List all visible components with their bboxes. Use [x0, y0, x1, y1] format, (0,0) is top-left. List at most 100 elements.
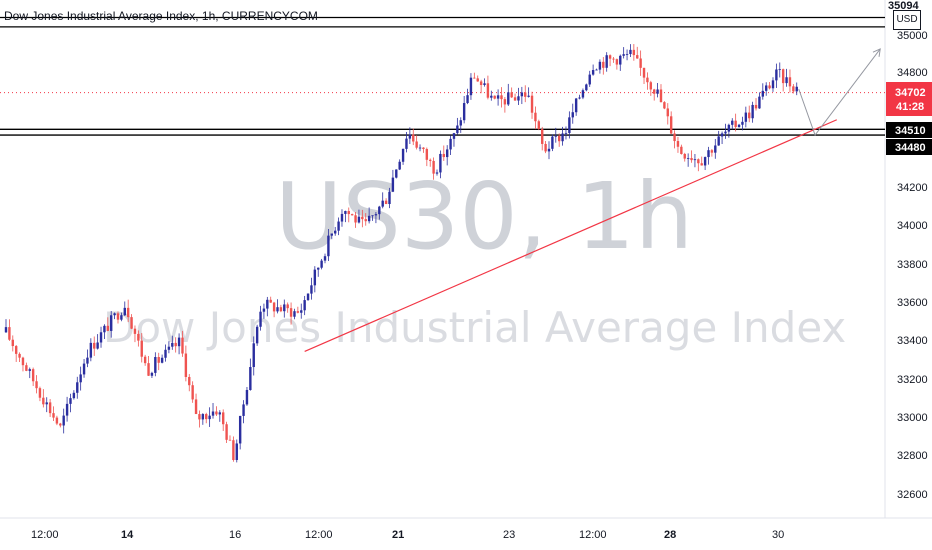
- candle-body-129: [442, 153, 445, 158]
- candle-body-140: [479, 81, 483, 85]
- candle-body-82: [283, 304, 286, 312]
- candle-body-218: [744, 112, 748, 122]
- candle-body-42: [147, 363, 150, 376]
- candle-body-13: [48, 402, 52, 414]
- candle-body-68: [235, 443, 238, 460]
- candle-body-209: [714, 145, 717, 153]
- candle-body-79: [272, 302, 276, 312]
- candle-body-49: [171, 342, 174, 347]
- candle-body-90: [310, 285, 313, 294]
- top-price-label: 35094: [888, 0, 919, 12]
- candle-body-69: [238, 415, 242, 444]
- horizontal-levels[interactable]: [0, 16, 885, 136]
- time-tick-1200-b: 12:00: [305, 529, 333, 541]
- candle-body-144: [493, 95, 496, 99]
- candle-body-162: [554, 135, 557, 137]
- candle-body-143: [490, 95, 493, 98]
- candle-body-106: [364, 219, 367, 222]
- candle-body-119: [408, 134, 412, 139]
- candle-body-135: [462, 103, 466, 121]
- candle-body-36: [126, 307, 130, 318]
- projection-path[interactable]: [798, 48, 881, 137]
- candle-body-43: [150, 372, 154, 376]
- candle-body-180: [615, 59, 619, 65]
- candle-body-67: [232, 440, 235, 460]
- level-upper-value: 34510: [895, 125, 926, 137]
- level-upper-badge: [886, 122, 932, 138]
- candle-body-149: [510, 92, 513, 98]
- trendline[interactable]: [304, 119, 838, 353]
- candle-body-57: [198, 414, 201, 420]
- candle-body-109: [374, 214, 378, 216]
- last-price-badge: [886, 82, 932, 116]
- candle-body-185: [632, 49, 636, 56]
- candle-body-195: [666, 108, 669, 117]
- candle-body-175: [598, 61, 602, 70]
- time-axis[interactable]: 12:00 14 16 12:00 21 23 12:00 28 30: [31, 529, 784, 541]
- candle-body-30: [106, 325, 110, 331]
- candle-body-197: [673, 133, 676, 142]
- price-tick-32800: 32800: [897, 450, 928, 462]
- candle-body-122: [418, 147, 422, 149]
- price-tick-34800: 34800: [897, 67, 928, 79]
- symbol-title[interactable]: Dow Jones Industrial Average Index, 1h, …: [4, 9, 318, 23]
- candle-body-221: [754, 104, 758, 109]
- candle-body-117: [401, 148, 405, 162]
- candles: [4, 44, 798, 463]
- candle-body-88: [303, 300, 306, 311]
- candle-body-216: [737, 124, 741, 127]
- candle-body-35: [123, 307, 126, 316]
- level-lower-value: 34480: [895, 142, 926, 154]
- candle-body-226: [771, 80, 775, 89]
- candle-body-114: [391, 177, 395, 192]
- candle-body-27: [96, 342, 99, 349]
- watermark-ticker: US30, 1h: [275, 163, 693, 270]
- candle-body-174: [595, 69, 598, 71]
- candle-body-37: [130, 317, 133, 329]
- candle-body-136: [466, 95, 469, 104]
- candle-body-194: [663, 102, 666, 109]
- candle-body-191: [653, 89, 656, 94]
- watermark-name: Dow Jones Industrial Average Index: [103, 303, 846, 352]
- candle-body-107: [367, 215, 371, 222]
- candle-body-89: [306, 293, 310, 301]
- candle-body-17: [62, 415, 65, 426]
- candle-body-211: [720, 133, 724, 137]
- candle-body-132: [452, 133, 456, 139]
- candle-body-222: [758, 96, 761, 109]
- candle-body-54: [188, 376, 191, 386]
- candle-body-231: [788, 77, 792, 87]
- candle-body-104: [357, 216, 361, 223]
- candle-body-188: [642, 67, 646, 78]
- candle-body-201: [686, 158, 690, 159]
- candle-body-179: [612, 58, 615, 60]
- candle-body-128: [439, 153, 442, 173]
- candle-body-230: [785, 77, 788, 84]
- candle-body-167: [571, 112, 574, 118]
- candle-body-192: [656, 89, 659, 94]
- candle-body-183: [625, 54, 629, 55]
- candle-body-61: [211, 411, 215, 416]
- price-axis[interactable]: 35000 34800 34200 34000 33800 33600 3340…: [897, 30, 928, 501]
- candle-body-184: [629, 49, 632, 55]
- candle-body-202: [690, 158, 693, 161]
- candle-body-59: [205, 414, 208, 420]
- candle-body-38: [133, 328, 137, 334]
- candle-body-97: [333, 230, 337, 234]
- candle-body-148: [507, 92, 510, 105]
- price-tick-35000: 35000: [897, 30, 928, 42]
- candle-body-156: [534, 112, 537, 122]
- candle-body-18: [65, 403, 69, 416]
- candle-body-52: [181, 337, 184, 354]
- candle-body-223: [761, 90, 765, 97]
- candle-body-141: [483, 83, 486, 85]
- candle-body-7: [28, 369, 31, 371]
- candle-body-177: [605, 55, 608, 68]
- candle-body-212: [724, 131, 727, 134]
- candle-body-8: [31, 369, 35, 382]
- currency-selector[interactable]: USD: [893, 10, 921, 30]
- candle-body-159: [544, 143, 547, 152]
- candle-body-10: [38, 388, 42, 398]
- candle-body-28: [99, 332, 103, 343]
